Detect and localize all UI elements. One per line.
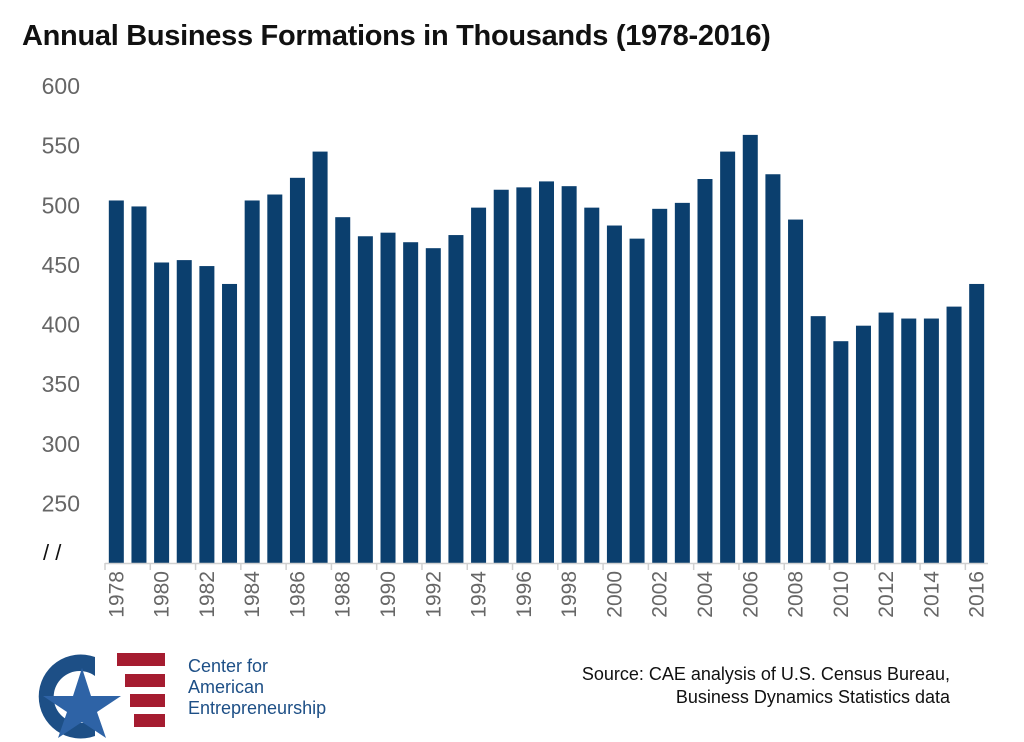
x-tick-label: 1980 (151, 571, 174, 618)
x-tick-label: 2010 (830, 571, 853, 618)
bar-2010 (833, 341, 849, 563)
y-tick-label: 350 (42, 371, 80, 397)
x-tick-label: 1990 (377, 571, 400, 618)
chart-title: Annual Business Formations in Thousands … (22, 20, 771, 52)
org-line: Center for (188, 656, 269, 676)
bar-1991 (403, 242, 419, 563)
x-tick-label: 1992 (422, 571, 445, 618)
bar-2013 (901, 318, 917, 563)
source-line-2: Business Dynamics Statistics data (675, 687, 950, 707)
organization-name: Center for American Entrepreneurship (188, 656, 326, 719)
x-tick-label: 2006 (739, 571, 762, 618)
bar-1978 (108, 200, 124, 564)
bar-1988 (335, 217, 351, 564)
bar-1981 (176, 260, 192, 563)
bar-2005 (720, 151, 736, 563)
x-tick-label: 2014 (920, 571, 943, 618)
bar-2016 (969, 283, 985, 563)
bar-2011 (855, 325, 871, 563)
bar-1998 (561, 186, 577, 564)
bar-2008 (788, 219, 804, 563)
logo-stripe (125, 674, 165, 687)
bar-1979 (131, 206, 147, 563)
bar-1989 (357, 236, 373, 563)
bar-2003 (674, 202, 690, 564)
x-tick-label: 1986 (286, 571, 309, 618)
x-tick-label: 2004 (694, 571, 717, 618)
axis-break: / / (43, 540, 62, 565)
x-tick-label: 1998 (558, 571, 581, 618)
x-tick-label: 2002 (649, 571, 672, 618)
bar-1982 (199, 266, 215, 563)
bar-1994 (471, 207, 487, 563)
bar-2012 (878, 312, 894, 563)
bar-1983 (222, 283, 238, 563)
x-tick-label: 1984 (241, 571, 264, 618)
bar-1980 (154, 262, 170, 563)
bar-2007 (765, 174, 781, 563)
bar-2004 (697, 179, 713, 563)
bar-2000 (606, 225, 622, 563)
bar-2015 (946, 306, 962, 563)
bar-2009 (810, 316, 826, 563)
bar-2002 (652, 208, 668, 563)
y-tick-label: 450 (42, 252, 80, 278)
x-tick-label: 2000 (603, 571, 626, 618)
logo-stripe (117, 653, 165, 666)
x-tick-label: 1988 (332, 571, 355, 618)
bar-1984 (244, 200, 260, 564)
bar-2014 (923, 318, 939, 563)
x-tick-label: 1996 (513, 571, 536, 618)
bar-1996 (516, 187, 532, 564)
bar-1990 (380, 232, 396, 564)
x-tick-label: 1982 (196, 571, 219, 618)
bar-2006 (742, 134, 758, 563)
source-note: Source: CAE analysis of U.S. Census Bure… (582, 663, 950, 709)
bars (108, 134, 985, 564)
bar-1997 (539, 181, 554, 563)
org-line: American (188, 677, 265, 697)
x-tick-label: 2008 (785, 571, 808, 618)
x-tick-label: 1994 (468, 571, 491, 618)
y-tick-label: 300 (42, 431, 80, 457)
bar-2001 (629, 238, 645, 563)
bar-1987 (312, 151, 328, 563)
y-tick-label: 600 (42, 73, 80, 99)
bar-1986 (289, 177, 305, 563)
source-line-1: Source: CAE analysis of U.S. Census Bure… (581, 664, 950, 684)
y-tick-label: 500 (42, 192, 80, 218)
org-line: Entrepreneurship (188, 698, 327, 718)
cae-logo (38, 653, 165, 739)
bar-1985 (267, 194, 283, 563)
y-axis: 250 300 350 400 450 500 550 600 (42, 73, 80, 516)
bar-1999 (584, 207, 600, 563)
bar-1993 (448, 235, 464, 563)
x-tick-label: 2012 (875, 571, 898, 618)
x-tick-label: 1978 (105, 571, 128, 618)
x-axis: 1978 1980 1982 1984 1986 1988 1990 1992 1994 1996… (104, 562, 989, 618)
logo-stripe (134, 714, 165, 727)
logo-stripe (130, 694, 165, 707)
y-tick-label: 250 (42, 490, 80, 516)
y-tick-label: 400 (42, 312, 80, 338)
x-tick-label: 2016 (966, 571, 989, 618)
logo-star-icon (43, 668, 121, 738)
bar-1995 (493, 189, 509, 563)
bar-1992 (425, 248, 441, 563)
logo-c-shape (38, 654, 95, 739)
y-tick-label: 550 (42, 133, 80, 159)
